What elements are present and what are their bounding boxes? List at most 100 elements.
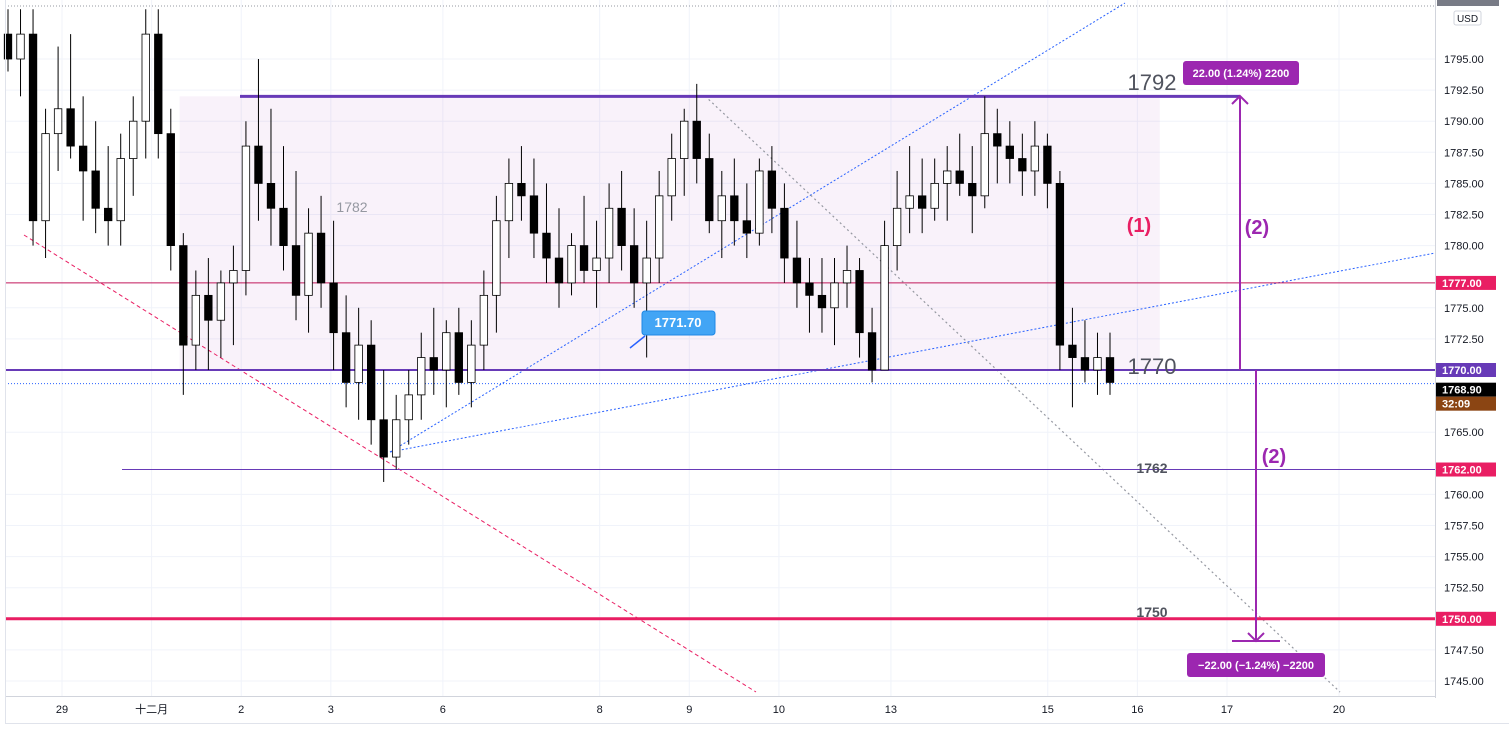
candle [567,233,576,296]
candle-body [667,158,676,197]
price-badge-bg [1436,382,1496,397]
candle-body [229,270,238,284]
candle-body [304,232,313,296]
rising-trendline-shallow [389,252,1436,453]
candle [166,108,175,271]
candle [943,146,952,221]
candle [3,9,13,72]
price-tick-label: 1752.50 [1444,583,1484,595]
level-label: 1792 [1128,70,1177,95]
candle [554,208,564,308]
annotation-two-up: (2) [1245,217,1269,239]
candle-body [467,344,476,383]
candle [705,133,714,234]
candle-body [216,282,226,321]
candle-body [1093,357,1102,371]
candle [492,195,501,333]
price-badge-label: 1762.00 [1442,465,1482,477]
time-tick-label: 8 [597,704,603,716]
candle-body [705,158,714,222]
candle-body [1105,357,1115,383]
candle [204,258,213,370]
candle [304,208,313,333]
candle-body [116,158,125,222]
candle-body [1005,145,1014,159]
measure-up-label: 22.00 (1.24%) 2200 [1193,68,1290,80]
candle [341,295,351,408]
candle [542,183,551,283]
currency-badge-bg [1453,10,1482,26]
time-tick-label: 13 [885,704,897,716]
candle-body [830,282,839,309]
candle [579,195,589,283]
candle-body [755,170,764,234]
candle [980,96,989,209]
candle-body [129,120,138,159]
candle-body [642,257,651,284]
candle [918,158,927,234]
candle [1043,133,1052,209]
candle-body [254,145,263,184]
candle-body [53,108,63,135]
candle [892,170,902,271]
candle-body [842,270,852,284]
candle [880,220,889,371]
candle [604,183,614,283]
candle-body [817,294,827,309]
top-edge-badge [1437,0,1499,6]
candle-body [354,344,363,383]
candle-body [993,133,1002,147]
candle-body [567,245,576,284]
candle-body [1068,344,1077,358]
candle-body [554,257,564,284]
price-tick-label: 1775.00 [1444,303,1484,315]
candle [329,220,338,370]
horizontal-levels[interactable]: 1792 1770 1762 1750 [5,70,1435,621]
price-tick-label: 1787.50 [1444,147,1484,159]
candle-body [279,207,288,246]
candle [867,307,877,383]
time-tick-label: 17 [1221,704,1233,716]
candle [417,332,426,420]
candle-body [429,357,438,371]
currency-label[interactable]: USD [1457,14,1478,25]
time-tick-label: 9 [686,704,692,716]
candle-body [617,207,626,246]
annotation-two-down: (2) [1262,446,1286,468]
time-tick-label: 3 [328,704,334,716]
range-box-label: 1782 [336,199,367,215]
measure-down-badge [1187,653,1325,677]
candle-body [980,133,989,197]
candle-body [517,182,526,197]
candle-body [66,108,75,147]
candle-body [792,257,802,284]
price-tick-label: 1795.00 [1444,54,1484,66]
candle-body [291,245,301,296]
candle [291,170,301,321]
price-badges: 1777.00 1770.00 1768.90 32:09 1762.00 1750.00 [1436,275,1496,626]
candle [742,183,751,259]
price-badge-bg [1436,396,1496,411]
candle-body [542,232,551,259]
candle-body [742,220,751,234]
candle [442,320,451,408]
measure-up-badge [1183,61,1299,85]
candle [1030,121,1040,196]
price-tick-label: 1782.50 [1444,210,1484,222]
price-badge-bg [1436,363,1496,377]
candle [479,270,489,370]
time-axis[interactable]: 29 十二月 2 3 6 8 9 10 13 15 16 17 20 [56,702,1345,716]
candle-body [454,332,463,383]
price-axis[interactable]: 1795.00 1792.50 1790.00 1787.50 1785.00 1782.… [1444,54,1484,688]
candle [454,307,463,395]
candle [216,270,226,358]
candle [905,146,914,234]
candle [517,146,526,221]
candle-body [692,120,701,159]
candle [266,108,276,246]
candle-body [341,332,351,383]
price-tick-label: 1745.00 [1444,676,1484,688]
price-tick-label: 1772.50 [1444,334,1484,346]
candle-body [504,182,514,222]
